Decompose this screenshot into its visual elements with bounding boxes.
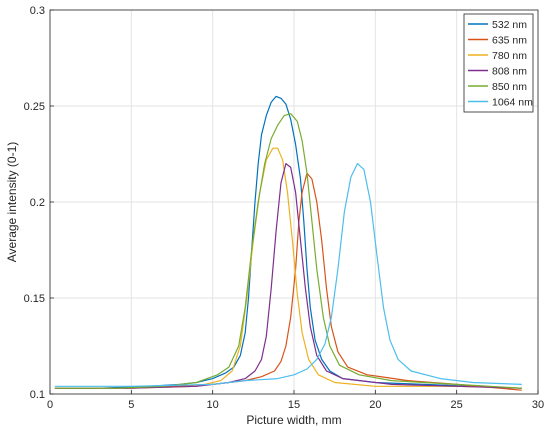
series-line-0 xyxy=(54,95,522,389)
series-line-2 xyxy=(54,147,522,389)
x-tick-label: 20 xyxy=(369,399,381,411)
y-tick-label: 0.15 xyxy=(24,293,45,305)
x-tick-label: 5 xyxy=(128,399,134,411)
y-axis-label: Average intensity (0-1) xyxy=(5,142,19,263)
x-tick-label: 0 xyxy=(47,399,53,411)
y-tick-label: 0.2 xyxy=(30,197,45,209)
legend-label: 850 nm xyxy=(492,81,527,93)
legend-label: 532 nm xyxy=(492,19,527,31)
legend-label: 1064 nm xyxy=(492,97,533,109)
x-tick-label: 10 xyxy=(207,399,219,411)
y-tick-label: 0.3 xyxy=(30,5,45,17)
y-tick-label: 0.1 xyxy=(30,389,45,401)
x-tick-label: 15 xyxy=(288,399,300,411)
x-tick-label: 30 xyxy=(532,399,544,411)
ticks: 0 5 10 15 20 25 30 0.1 0.15 0.2 0.25 0.3 xyxy=(24,5,545,411)
legend-label: 808 nm xyxy=(492,66,527,78)
series-lines xyxy=(54,95,522,391)
series-line-1 xyxy=(54,172,522,391)
y-tick-label: 0.25 xyxy=(24,101,45,113)
series-line-4 xyxy=(54,113,522,389)
legend-box xyxy=(463,13,534,113)
series-line-3 xyxy=(54,163,522,389)
legend-label: 780 nm xyxy=(492,50,527,62)
series-line-5 xyxy=(54,163,522,387)
legend-label: 635 nm xyxy=(492,35,527,47)
legend: 532 nm 635 nm 780 nm 808 nm 850 nm 1064 nm xyxy=(463,13,534,113)
x-tick-label: 25 xyxy=(451,399,463,411)
x-axis-label: Picture width, mm xyxy=(246,413,341,427)
